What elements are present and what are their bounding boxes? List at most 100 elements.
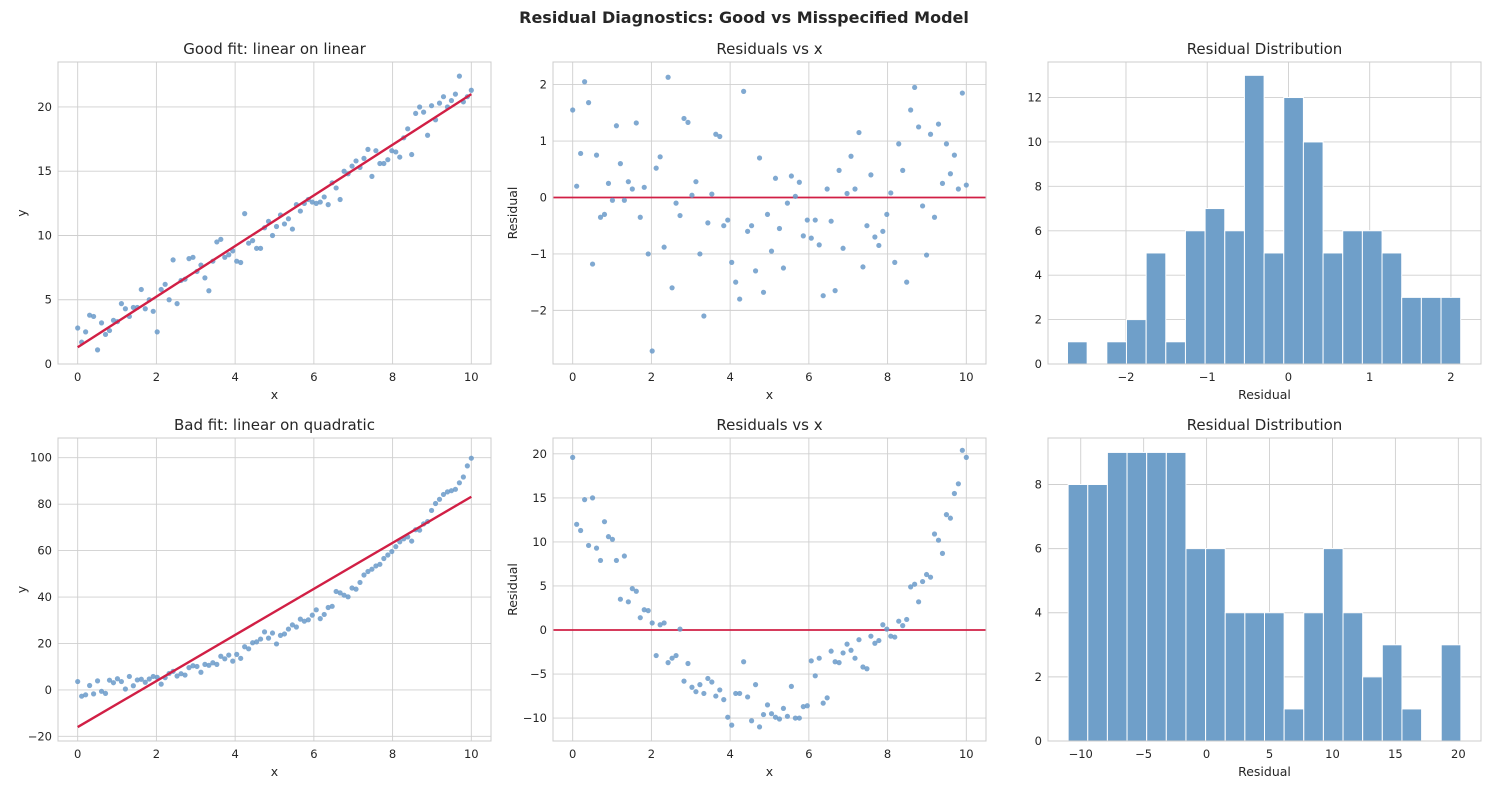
scatter-point xyxy=(257,636,264,642)
scatter-point xyxy=(768,248,775,254)
x-tick-label: 2 xyxy=(153,747,160,761)
scatter-point xyxy=(87,682,93,689)
scatter-point xyxy=(317,199,323,205)
scatter-point xyxy=(673,200,679,206)
x-tick-label: 0 xyxy=(1203,747,1210,761)
scatter-point xyxy=(110,680,117,686)
x-tick-label: −1 xyxy=(1199,370,1216,384)
scatter-point xyxy=(653,165,659,171)
scatter-point xyxy=(162,281,168,287)
y-tick-label: 15 xyxy=(532,491,547,505)
scatter-point xyxy=(421,109,427,115)
scatter-point xyxy=(844,190,850,197)
scatter-point xyxy=(900,167,906,173)
y-tick-label: 100 xyxy=(30,451,52,465)
scatter-point xyxy=(182,672,188,678)
scatter-point xyxy=(904,279,910,285)
scatter-point xyxy=(884,626,890,632)
scatter-point xyxy=(253,639,260,645)
scatter-point xyxy=(824,695,830,701)
plot-frame xyxy=(1047,437,1482,742)
scatter-point xyxy=(756,155,763,161)
scatter-point xyxy=(444,489,451,495)
scatter-point xyxy=(424,132,431,138)
scatter-point xyxy=(570,107,576,113)
scatter-point xyxy=(705,675,711,682)
x-tick-label: 6 xyxy=(805,370,812,384)
scatter-point xyxy=(780,265,787,271)
scatter-point xyxy=(448,97,455,104)
scatter-point xyxy=(281,221,288,227)
scatter-point xyxy=(776,225,783,232)
scatter-point xyxy=(748,718,755,724)
scatter-point xyxy=(748,223,755,229)
scatter-point xyxy=(685,660,691,667)
scatter-point xyxy=(273,641,280,647)
scatter-point xyxy=(409,538,415,544)
scatter-point xyxy=(772,714,779,720)
scatter-point xyxy=(931,531,938,537)
scatter-point xyxy=(166,297,172,303)
scatter-point xyxy=(951,152,957,158)
scatter-point xyxy=(578,150,584,157)
y-axis-label: y xyxy=(14,585,29,593)
histogram-bar xyxy=(1126,451,1148,741)
scatter-point xyxy=(872,640,878,646)
scatter-point xyxy=(138,286,144,293)
scatter-point xyxy=(98,688,105,694)
scatter-point xyxy=(341,168,347,174)
scatter-point xyxy=(852,655,858,661)
scatter-point xyxy=(578,527,584,534)
scatter-point xyxy=(464,463,470,469)
x-tick-label: 8 xyxy=(884,747,891,761)
histogram-bar xyxy=(1401,708,1423,741)
panel-title: Good fit: linear on linear xyxy=(183,40,366,58)
scatter-point xyxy=(923,252,930,258)
y-tick-label: 4 xyxy=(1035,268,1042,282)
scatter-point xyxy=(574,183,580,189)
histogram-bar xyxy=(1184,230,1206,364)
scatter-point xyxy=(230,658,236,664)
scatter-point xyxy=(436,100,443,106)
x-tick-label: 0 xyxy=(74,747,81,761)
x-tick-label: 2 xyxy=(648,370,655,384)
scatter-point xyxy=(238,259,244,266)
scatter-point xyxy=(253,245,260,251)
scatter-point xyxy=(912,581,918,587)
scatter-point xyxy=(377,561,383,567)
y-tick-label: 2 xyxy=(1035,313,1042,327)
y-tick-label: 12 xyxy=(1027,91,1042,105)
scatter-point xyxy=(102,690,109,697)
scatter-point xyxy=(721,223,727,229)
scatter-point xyxy=(935,537,942,543)
scatter-point xyxy=(597,214,604,220)
scatter-point xyxy=(745,228,751,234)
scatter-point xyxy=(788,683,794,689)
scatter-point xyxy=(609,536,616,542)
data-layer xyxy=(1067,451,1462,741)
scatter-point xyxy=(713,131,719,137)
y-tick-label: 1 xyxy=(540,134,547,148)
scatter-point xyxy=(816,242,822,248)
scatter-point xyxy=(633,120,639,126)
scatter-point xyxy=(130,683,136,689)
scatter-point xyxy=(856,637,862,643)
scatter-point xyxy=(927,131,934,137)
plot-frame xyxy=(57,437,492,742)
scatter-point xyxy=(892,634,898,640)
panel-bad_fit: 0 2 4 6 8 10 −20 0 20 40 60 80 100 Bad fit: linear on… xyxy=(14,416,492,779)
scatter-point xyxy=(385,552,391,558)
histogram-bar xyxy=(1165,451,1187,741)
x-axis-label: Residual xyxy=(1238,764,1291,779)
scatter-point xyxy=(222,254,228,260)
scatter-point xyxy=(440,491,447,498)
scatter-point xyxy=(468,87,474,93)
scatter-point xyxy=(645,608,651,614)
scatter-point xyxy=(106,327,113,334)
scatter-point xyxy=(721,697,727,703)
histogram-bar xyxy=(1283,708,1305,741)
scatter-point xyxy=(613,123,620,129)
scatter-point xyxy=(597,557,604,564)
scatter-point xyxy=(689,192,695,198)
histogram-bar xyxy=(1224,230,1245,364)
